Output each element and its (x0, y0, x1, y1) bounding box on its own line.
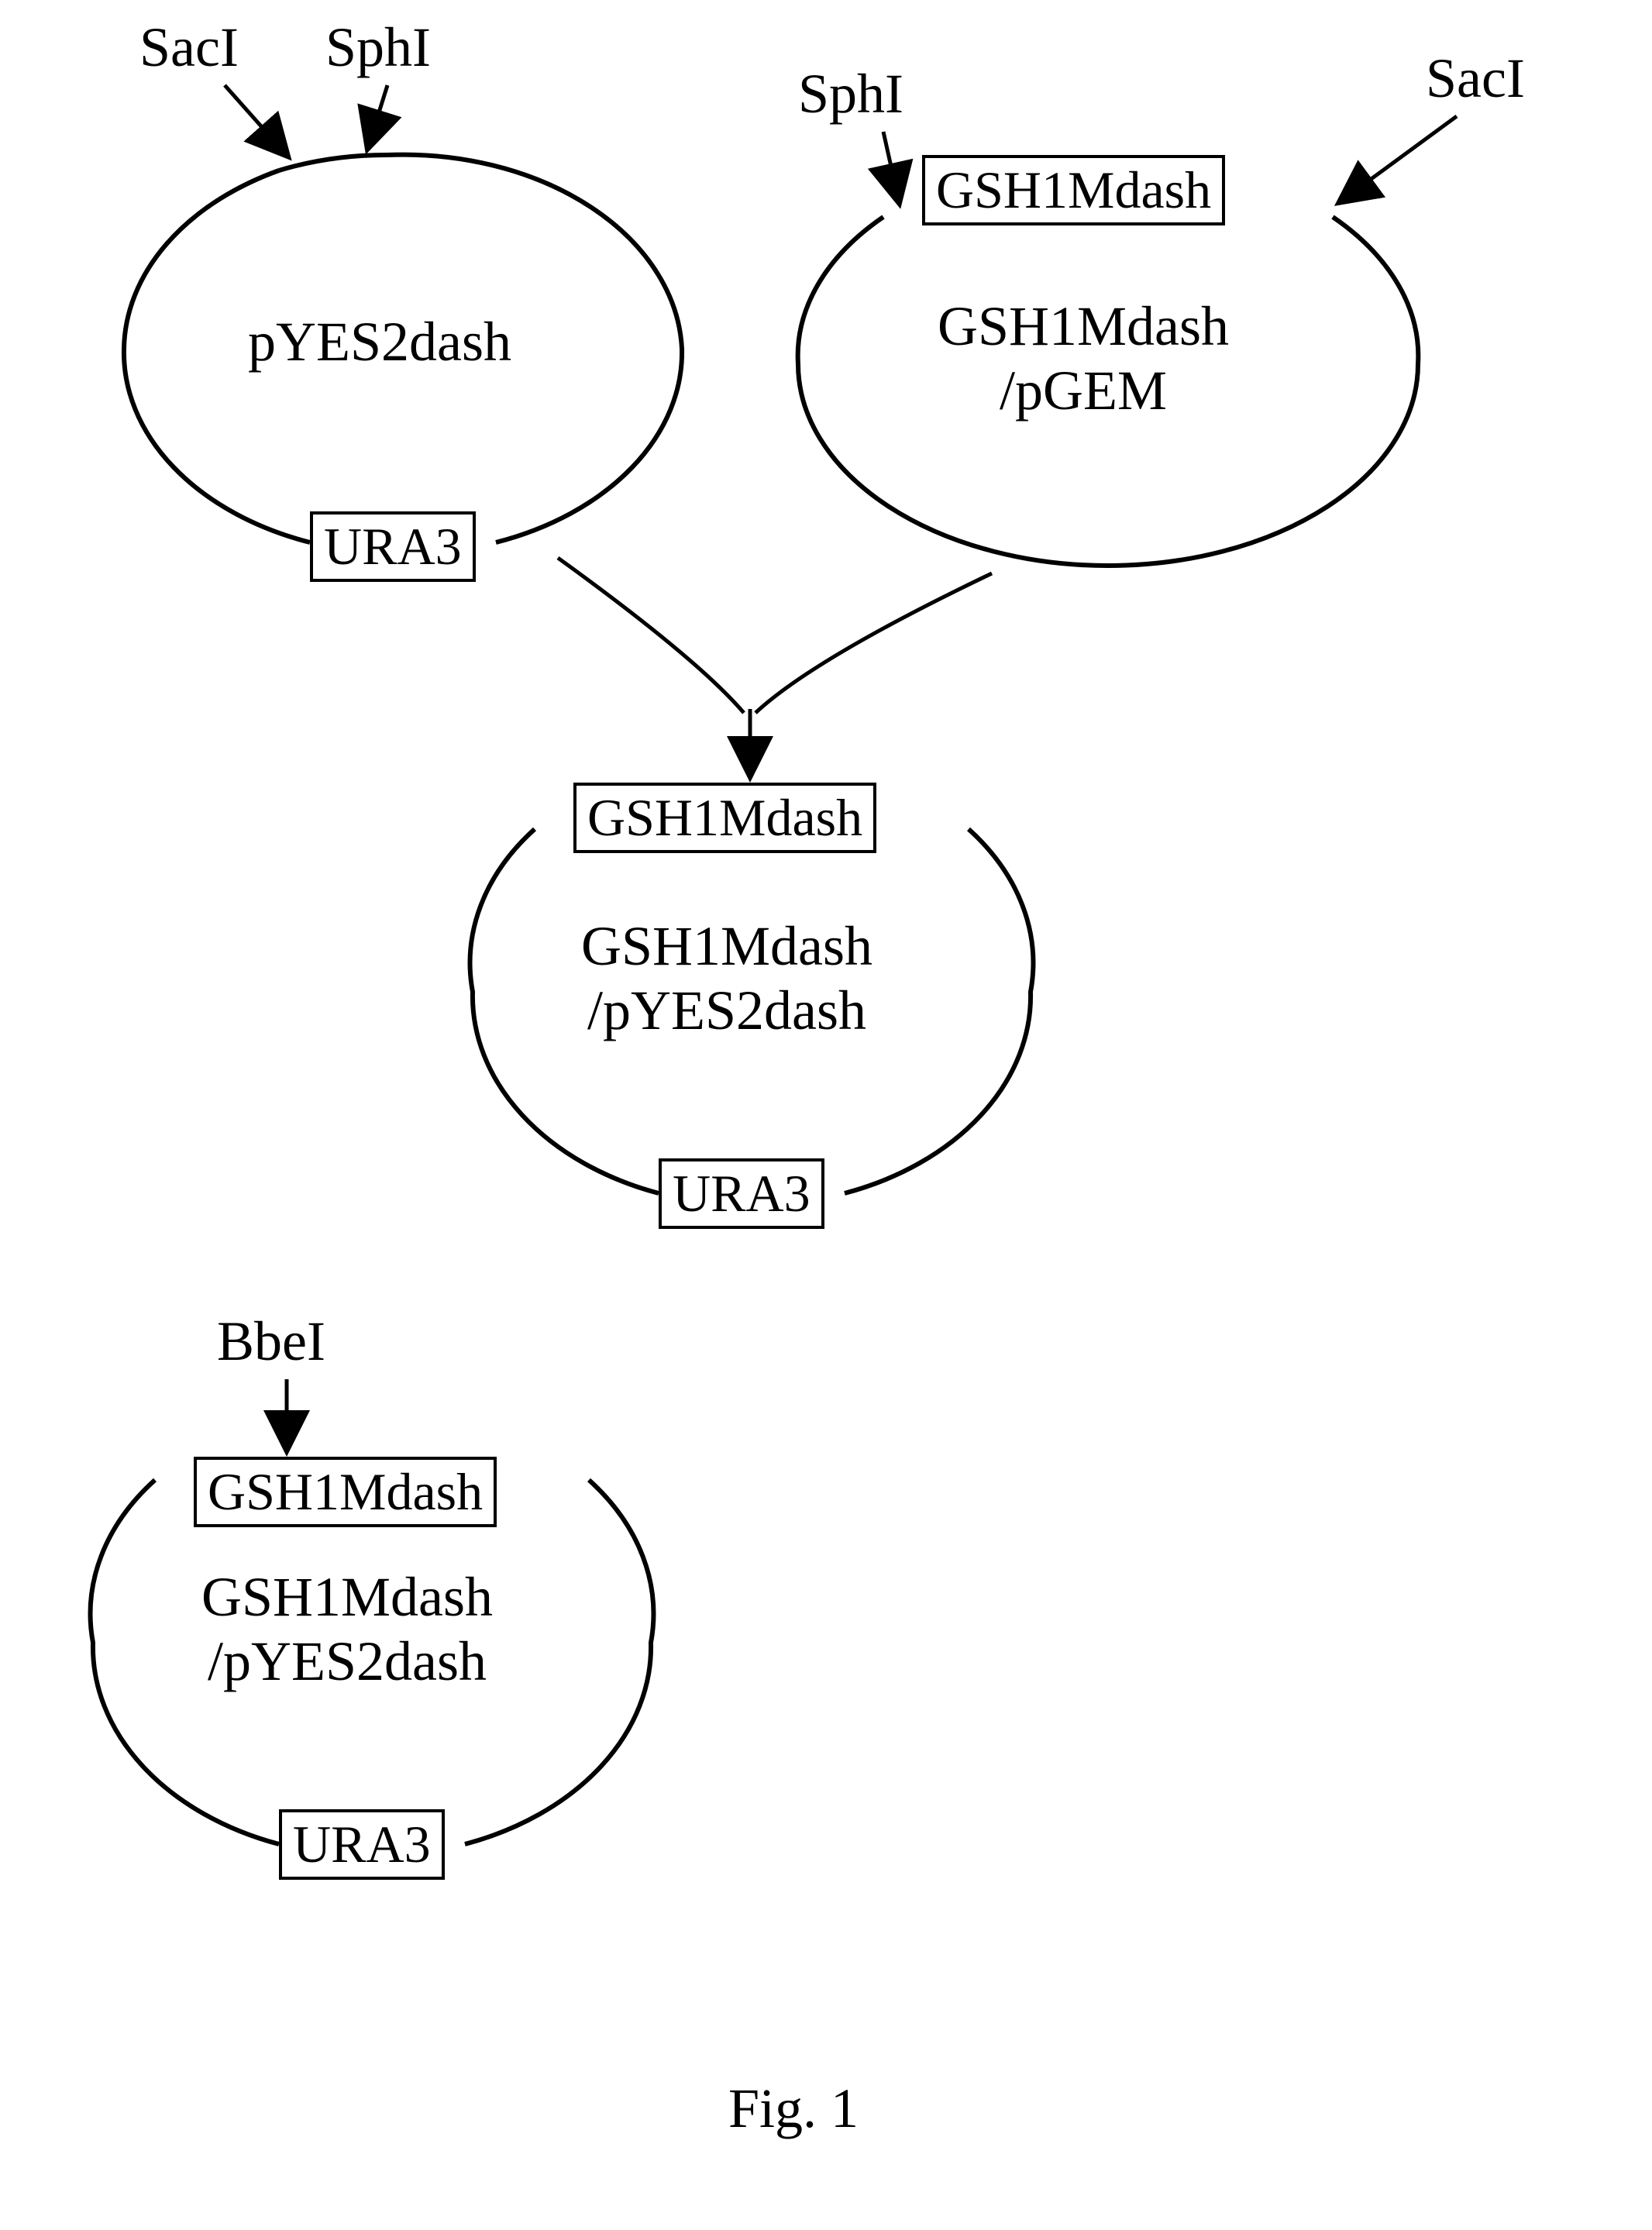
plasmid4-name-line1: GSH1Mdash (201, 1566, 493, 1628)
gene-box-gsh1mdash-p3: GSH1Mdash (573, 783, 876, 853)
gene-box-ura3-p1: URA3 (310, 511, 476, 582)
plasmid1-arc-top (279, 155, 387, 170)
arrow-sphI-p1 (368, 85, 387, 147)
figure-caption: Fig. 1 (728, 2077, 859, 2141)
plasmid3-arc-right (845, 829, 1033, 1193)
plasmid3-name-line2: /pYES2dash (587, 979, 866, 1041)
plasmid4-name: GSH1Mdash /pYES2dash (201, 1565, 493, 1694)
gene-box-gsh1mdash-p4: GSH1Mdash (194, 1457, 497, 1527)
merge-line-right (755, 573, 992, 713)
label-sphI-left: SphI (325, 15, 431, 80)
plasmid4-name-line2: /pYES2dash (208, 1630, 487, 1692)
arrow-sacI-p2 (1341, 116, 1457, 201)
plasmid2-name-line2: /pGEM (1000, 360, 1167, 422)
plasmid2-name: GSH1Mdash /pGEM (938, 294, 1229, 423)
gene-box-ura3-p4: URA3 (279, 1809, 445, 1880)
arrow-sacI-p1 (225, 85, 287, 155)
plasmid2-name-line1: GSH1Mdash (938, 295, 1229, 357)
gene-box-ura3-p3: URA3 (659, 1158, 824, 1229)
arrow-sphI-p2 (883, 132, 899, 201)
label-sphI-right: SphI (798, 62, 903, 126)
plasmid4-arc-right (465, 1480, 653, 1844)
diagram-canvas: SacI SphI SphI SacI pYES2dash URA3 GSH1M… (0, 0, 1652, 2230)
gene-box-gsh1mdash-p2: GSH1Mdash (922, 155, 1225, 225)
label-bbeI: BbeI (217, 1309, 325, 1374)
plasmid3-name-line1: GSH1Mdash (581, 915, 872, 977)
merge-line-left (558, 558, 744, 713)
plasmid3-name: GSH1Mdash /pYES2dash (581, 914, 872, 1043)
label-sacI-left: SacI (139, 15, 239, 80)
plasmid1-name: pYES2dash (248, 310, 511, 374)
label-sacI-right: SacI (1426, 46, 1525, 111)
